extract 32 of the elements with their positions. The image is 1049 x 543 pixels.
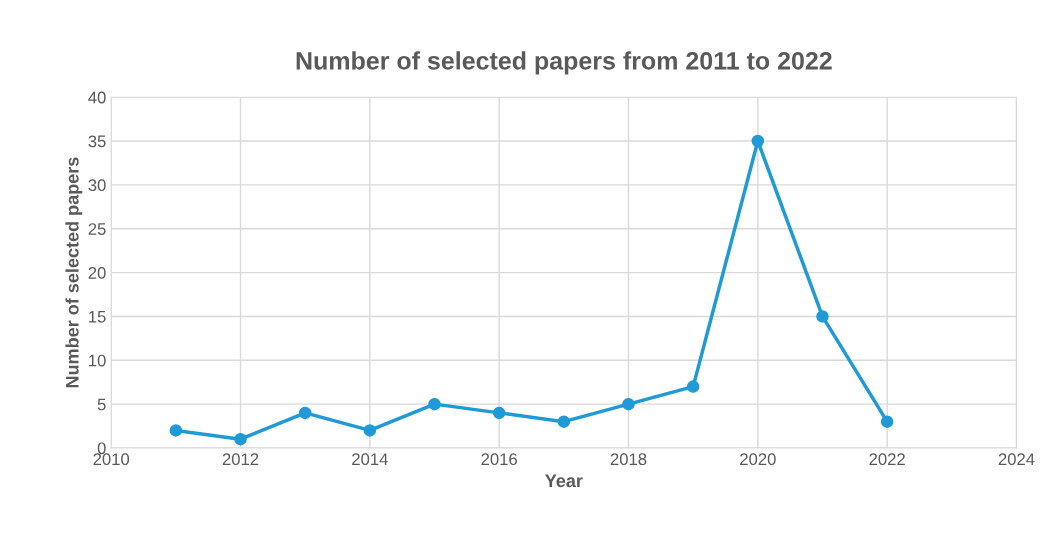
y-tick-label: 35 bbox=[88, 135, 106, 148]
point bbox=[234, 432, 247, 446]
x-tick-label: 2014 bbox=[352, 453, 388, 466]
point bbox=[169, 424, 183, 437]
point bbox=[686, 380, 700, 393]
y-axis-title: Number of selected papers bbox=[65, 157, 83, 388]
x-tick-label: 2020 bbox=[740, 453, 776, 466]
x-tick-label: 2022 bbox=[869, 453, 905, 466]
x-axis-title: Year bbox=[545, 474, 583, 488]
x-tick-label: 2012 bbox=[222, 453, 259, 466]
point bbox=[880, 415, 894, 428]
point bbox=[557, 415, 571, 428]
point bbox=[428, 397, 441, 411]
y-tick-label: 20 bbox=[88, 266, 106, 279]
x-tick-label: 2024 bbox=[998, 453, 1035, 466]
y-tick-label: 40 bbox=[88, 91, 106, 104]
point bbox=[816, 310, 829, 323]
point bbox=[298, 406, 312, 420]
y-tick-label: 30 bbox=[88, 179, 106, 192]
point bbox=[492, 406, 506, 420]
x-tick-label: 2018 bbox=[610, 453, 647, 466]
y-tick-label: 5 bbox=[97, 398, 106, 411]
point bbox=[363, 424, 377, 437]
y-tick-label: 10 bbox=[89, 354, 106, 367]
y-tick-label: 15 bbox=[89, 311, 106, 323]
y-tick-label: 25 bbox=[88, 223, 106, 235]
y-tick-label: 0 bbox=[97, 442, 106, 455]
point bbox=[622, 397, 635, 411]
x-tick-label: 2010 bbox=[93, 453, 130, 466]
chart-title: Number of selected papers from 2011 to 2022 bbox=[296, 51, 832, 75]
x-tick-label: 2016 bbox=[481, 453, 517, 466]
point bbox=[751, 134, 765, 148]
